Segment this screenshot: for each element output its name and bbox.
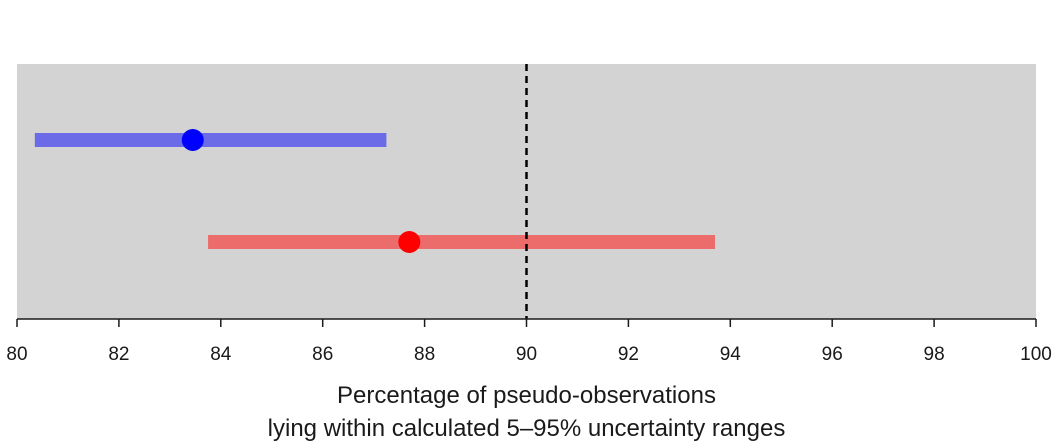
x-tick-label-96: 96 [822,344,843,365]
x-tick-label-98: 98 [924,344,945,365]
range-bars [34,133,716,249]
x-tick-label-82: 82 [108,344,129,365]
point-estimate-1 [181,129,204,151]
range-bar-2 [208,235,716,249]
x-tick-label-100: 100 [1020,344,1052,365]
point-estimates [181,129,421,253]
range-bar-1 [34,133,387,147]
x-tick-label-88: 88 [414,344,435,365]
point-estimate-2 [398,231,421,253]
x-axis-ticks: 80 82 84 86 88 90 92 94 96 98 100 [6,319,1052,365]
x-axis-title-line-2: lying within calculated 5–95% uncertaint… [268,415,786,442]
x-tick-label-94: 94 [720,344,742,365]
x-tick-label-92: 92 [618,344,639,365]
x-tick-label-86: 86 [312,344,333,365]
x-tick-label-90: 90 [516,344,537,365]
x-tick-label-80: 80 [6,344,27,365]
x-tick-label-84: 84 [210,344,232,365]
x-axis-title-line-1: Percentage of pseudo-observations [337,382,716,409]
